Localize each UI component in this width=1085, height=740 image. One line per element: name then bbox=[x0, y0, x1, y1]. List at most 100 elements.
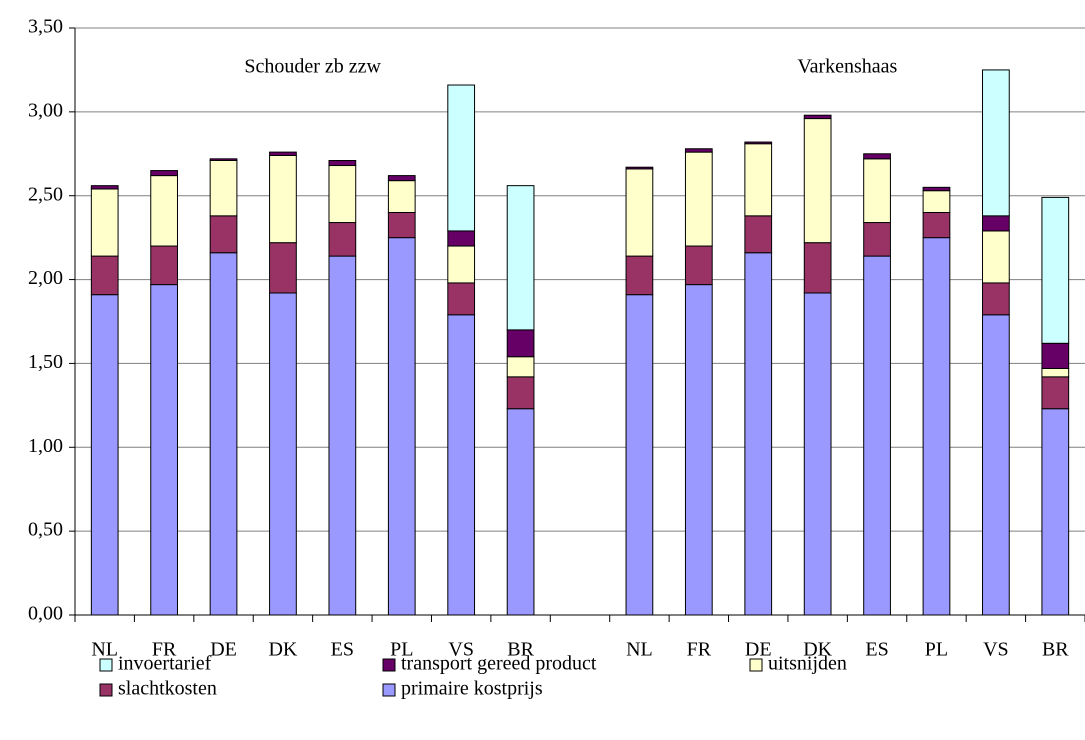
bar-segment bbox=[982, 314, 1010, 616]
x-tick-label: VS bbox=[448, 639, 474, 661]
legend-label: transport gereed product bbox=[401, 653, 597, 675]
bar-segment bbox=[1041, 408, 1070, 616]
bar-segment bbox=[922, 190, 951, 213]
bar-segment bbox=[506, 376, 535, 410]
bar-segment bbox=[803, 118, 832, 244]
bar-segment bbox=[982, 215, 1010, 232]
bar-segment bbox=[922, 237, 951, 616]
bar-segment bbox=[150, 284, 178, 616]
x-tick-label: NL bbox=[626, 639, 653, 661]
bar-segment bbox=[863, 222, 891, 257]
x-tick-label: PL bbox=[390, 639, 413, 661]
y-tick-label: 0,50 bbox=[28, 519, 63, 541]
y-tick-label: 3,50 bbox=[28, 16, 63, 38]
bar-segment bbox=[684, 245, 713, 286]
bar-segment bbox=[982, 69, 1010, 217]
bar-segment bbox=[1041, 367, 1070, 378]
bar-segment bbox=[1041, 342, 1070, 369]
bar-segment bbox=[269, 154, 297, 244]
legend-label: invoertarief bbox=[118, 653, 212, 675]
legend-swatch bbox=[99, 683, 113, 697]
bar-segment bbox=[447, 230, 476, 247]
bar-segment bbox=[684, 151, 713, 247]
x-tick-label: BR bbox=[507, 639, 534, 661]
y-tick-label: 2,50 bbox=[28, 183, 63, 205]
bar-segment bbox=[863, 153, 891, 160]
x-tick-label: FR bbox=[152, 639, 177, 661]
bar-segment bbox=[269, 151, 297, 156]
bar-segment bbox=[684, 148, 713, 153]
bar-segment bbox=[625, 168, 654, 257]
bar-segment bbox=[209, 159, 238, 217]
x-tick-label: DK bbox=[803, 639, 832, 661]
bar-segment bbox=[209, 252, 238, 616]
bar-segment bbox=[150, 170, 178, 177]
bar-segment bbox=[625, 166, 654, 170]
bar-segment bbox=[90, 294, 119, 616]
bar-segment bbox=[744, 215, 773, 254]
bar-segment bbox=[150, 245, 178, 286]
bar-segment bbox=[387, 180, 416, 213]
bar-segment bbox=[625, 294, 654, 616]
bar-segment bbox=[269, 292, 297, 616]
bar-segment bbox=[1041, 376, 1070, 410]
bar-segment bbox=[863, 255, 891, 616]
y-tick-label: 0,00 bbox=[28, 603, 63, 625]
y-tick-label: 3,00 bbox=[28, 99, 63, 121]
bar-segment bbox=[447, 282, 476, 316]
bar-segment bbox=[863, 158, 891, 224]
bar-segment bbox=[922, 211, 951, 239]
bar-segment bbox=[328, 165, 357, 224]
bar-segment bbox=[506, 329, 535, 358]
bar-segment bbox=[209, 158, 238, 161]
y-tick-label: 1,50 bbox=[28, 351, 63, 373]
legend-label: uitsnijden bbox=[768, 653, 847, 675]
bar-segment bbox=[328, 255, 357, 616]
bar-segment bbox=[982, 230, 1010, 284]
x-tick-label: NL bbox=[91, 639, 118, 661]
y-tick-label: 2,00 bbox=[28, 267, 63, 289]
bar-segment bbox=[90, 255, 119, 296]
bar-segment bbox=[447, 314, 476, 616]
x-tick-label: DE bbox=[210, 639, 237, 661]
bar-segment bbox=[744, 252, 773, 616]
bar-segment bbox=[447, 84, 476, 232]
x-tick-label: BR bbox=[1042, 639, 1069, 661]
bar-segment bbox=[328, 159, 357, 167]
bar-segment bbox=[625, 255, 654, 296]
bar-segment bbox=[387, 237, 416, 616]
legend-label: primaire kostprijs bbox=[401, 678, 543, 700]
bar-segment bbox=[209, 215, 238, 254]
bar-segment bbox=[684, 284, 713, 616]
bar-segment bbox=[387, 211, 416, 239]
bar-segment bbox=[803, 114, 832, 120]
bar-segment bbox=[506, 185, 535, 331]
x-tick-label: ES bbox=[331, 639, 354, 661]
bar-segment bbox=[744, 143, 773, 217]
bar-segment bbox=[90, 185, 119, 190]
bar-segment bbox=[269, 242, 297, 294]
bar-segment bbox=[803, 242, 832, 294]
legend-label: slachtkosten bbox=[118, 678, 217, 700]
bar-segment bbox=[922, 186, 951, 192]
bar-segment bbox=[982, 282, 1010, 316]
bar-segment bbox=[447, 245, 476, 284]
x-tick-label: ES bbox=[865, 639, 888, 661]
legend-swatch bbox=[382, 683, 396, 697]
bar-segment bbox=[1041, 196, 1070, 344]
bar-segment bbox=[387, 175, 416, 182]
x-tick-label: VS bbox=[983, 639, 1009, 661]
x-tick-label: PL bbox=[925, 639, 948, 661]
x-tick-label: DK bbox=[268, 639, 297, 661]
bar-segment bbox=[90, 188, 119, 257]
bar-segment bbox=[803, 292, 832, 616]
annotation: Varkenshaas bbox=[797, 56, 897, 78]
y-tick-label: 1,00 bbox=[28, 435, 63, 457]
x-tick-label: DE bbox=[745, 639, 772, 661]
bar-segment bbox=[150, 175, 178, 247]
legend-swatch bbox=[382, 658, 396, 672]
bar-segment bbox=[744, 141, 773, 145]
x-tick-label: FR bbox=[687, 639, 712, 661]
bar-segment bbox=[506, 408, 535, 616]
